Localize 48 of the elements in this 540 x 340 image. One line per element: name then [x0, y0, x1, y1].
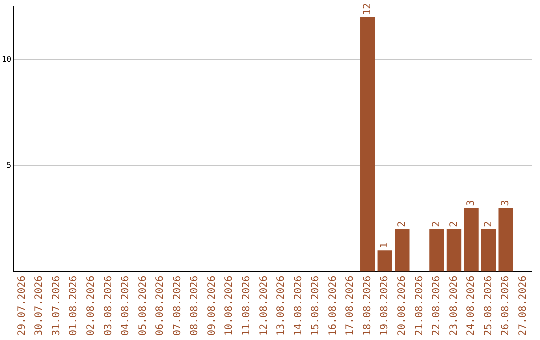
bar	[498, 208, 514, 272]
data-label: 3	[500, 200, 512, 206]
data-label: 2	[448, 221, 460, 228]
x-tick-label: 27.08.2026	[518, 276, 529, 336]
x-tick-label: 15.08.2026	[310, 276, 322, 336]
data-label: 1	[380, 242, 391, 249]
x-tick-label: 06.08.2026	[155, 276, 166, 336]
bar	[430, 229, 444, 272]
bar	[446, 229, 462, 272]
x-tick-label: 08.08.2026	[190, 276, 201, 336]
x-tick-label: 31.07.2026	[51, 276, 62, 336]
x-tick-label: 10.08.2026	[224, 276, 236, 336]
x-tick-label: 09.08.2026	[206, 276, 218, 336]
x-tick-label: 03.08.2026	[103, 276, 114, 336]
x-tick-label: 24.08.2026	[466, 276, 478, 336]
x-tick-label: 18.08.2026	[362, 276, 374, 336]
x-tick-label: 30.07.2026	[34, 276, 46, 336]
x-tick-label: 04.08.2026	[120, 276, 132, 336]
data-label: 2	[397, 221, 408, 228]
x-tick-label: 05.08.2026	[138, 276, 149, 336]
y-tick-label: 5	[6, 160, 12, 170]
bar	[360, 17, 376, 272]
bar	[378, 250, 392, 272]
x-tick-label: 01.08.2026	[68, 276, 80, 336]
x-tick-label: 17.08.2026	[345, 276, 356, 336]
bar	[395, 229, 410, 272]
x-tick-label: 29.07.2026	[16, 276, 28, 336]
x-tick-label: 14.08.2026	[293, 276, 304, 336]
data-label: 2	[483, 221, 494, 228]
x-tick-label: 21.08.2026	[414, 276, 426, 336]
x-tick-label: 23.08.2026	[448, 276, 460, 336]
x-tick-label: 25.08.2026	[483, 276, 494, 336]
data-label: 12	[362, 3, 374, 16]
x-tick-label: 12.08.2026	[258, 276, 270, 336]
x-tick-label: 02.08.2026	[86, 276, 97, 336]
x-tick-label: 13.08.2026	[276, 276, 288, 336]
x-tick-label: 26.08.2026	[500, 276, 512, 336]
x-tick-label: 19.08.2026	[380, 276, 391, 336]
data-label: 3	[466, 200, 478, 206]
bar	[464, 208, 479, 272]
x-tick-label: 22.08.2026	[432, 276, 443, 336]
bar	[481, 229, 496, 272]
x-tick-label: 20.08.2026	[397, 276, 408, 336]
data-label: 2	[432, 221, 443, 228]
x-tick-label: 11.08.2026	[241, 276, 252, 336]
x-tick-label: 07.08.2026	[172, 276, 184, 336]
y-tick-label: 10	[2, 54, 12, 64]
x-tick-label: 16.08.2026	[328, 276, 339, 336]
